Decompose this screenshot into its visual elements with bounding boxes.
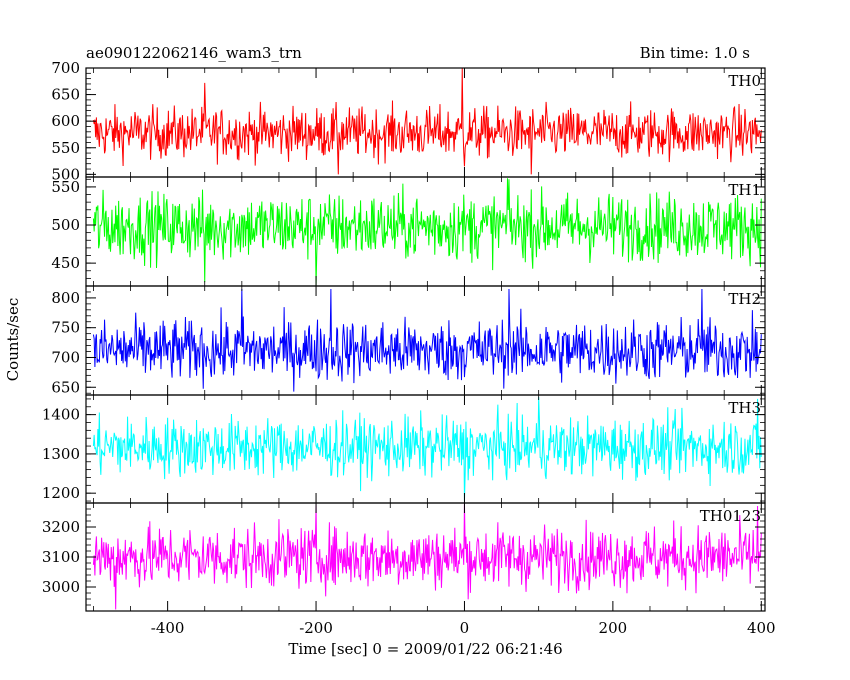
series-line-th3 — [92, 396, 762, 502]
x-tick-label: 200 — [599, 619, 628, 637]
y-tick-label: 800 — [51, 289, 80, 307]
panel-th1: 450 500 550 TH1 — [51, 176, 766, 287]
panel-th2: 650 700 750 800 TH2 — [51, 285, 766, 396]
panel-label-th0123: TH0123 — [700, 507, 761, 525]
series-line-th1 — [92, 178, 762, 286]
y-axis-label: Counts/sec — [4, 298, 22, 382]
plot-title: ae090122062146_wam3_trn — [86, 44, 302, 62]
y-tick-label: 1200 — [42, 484, 80, 502]
y-tick-label: 1300 — [42, 445, 80, 463]
series-line-th0123 — [92, 503, 762, 610]
x-tick-label: 400 — [747, 619, 776, 637]
y-tick-label: 700 — [51, 59, 80, 77]
series-line-th0 — [92, 68, 762, 175]
x-tick-label: -400 — [151, 619, 185, 637]
bin-time-label: Bin time: 1.0 s — [639, 44, 750, 62]
y-tick-label: 3000 — [42, 578, 80, 596]
y-tick-label: 650 — [51, 378, 80, 396]
x-tick-label: 0 — [460, 619, 470, 637]
y-tick-label: 500 — [51, 216, 80, 234]
y-tick-label: 550 — [51, 178, 80, 196]
y-tick-label: 550 — [51, 139, 80, 157]
panel-th0123: 3000 3100 3200 TH0123 — [42, 502, 766, 612]
y-tick-label: 3200 — [42, 518, 80, 536]
y-tick-label: 700 — [51, 348, 80, 366]
panel-label-th0: TH0 — [728, 72, 761, 90]
panel-label-th1: TH1 — [728, 181, 761, 199]
y-tick-label: 600 — [51, 112, 80, 130]
panel-label-th2: TH2 — [728, 290, 761, 308]
y-tick-label: 650 — [51, 86, 80, 104]
y-tick-label: 750 — [51, 319, 80, 337]
panel-th3: 1200 1300 1400 TH3 — [42, 394, 766, 504]
panel-th0: 500 550 600 650 700 TH0 — [51, 59, 766, 183]
y-tick-label: 500 — [51, 165, 80, 183]
series-line-th2 — [92, 288, 762, 392]
y-tick-label: 3100 — [42, 548, 80, 566]
y-tick-label: 1400 — [42, 406, 80, 424]
x-axis-label: Time [sec] 0 = 2009/01/22 06:21:46 — [288, 640, 562, 658]
y-tick-label: 450 — [51, 254, 80, 272]
x-tick-label: -200 — [299, 619, 333, 637]
panel-label-th3: TH3 — [728, 399, 761, 417]
